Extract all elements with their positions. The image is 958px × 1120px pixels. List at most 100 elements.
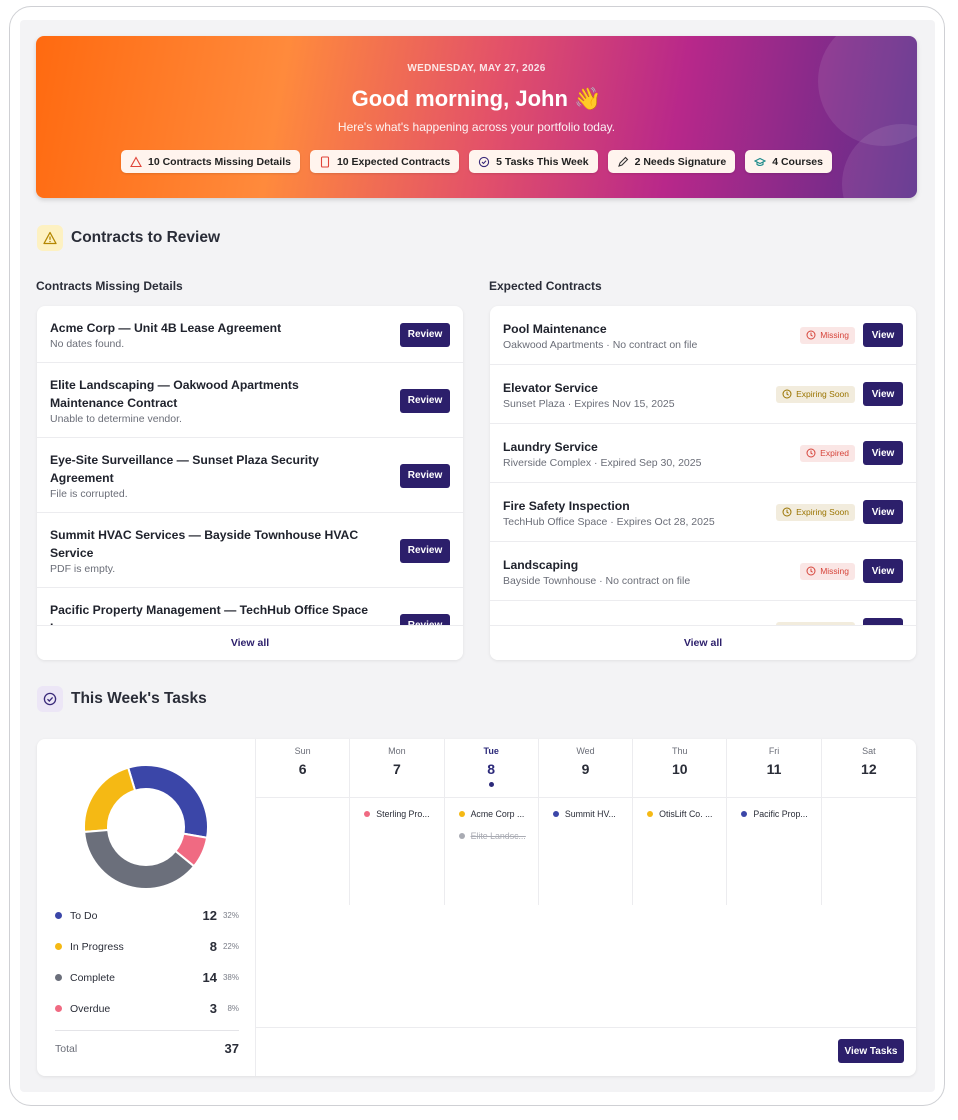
- contract-note: File is corrupted.: [50, 488, 128, 500]
- day-date: 9: [581, 761, 590, 777]
- expected-detail: Bayside Townhouse · No contract on file: [503, 574, 691, 587]
- status-badge: Missing: [800, 326, 855, 344]
- icon: [43, 231, 57, 245]
- contract-row: Summit HVAC Services — Bayside Townhouse…: [37, 513, 463, 588]
- expected-info: Laundry Service Riverside Complex · Expir…: [503, 438, 800, 469]
- pill-icon: [754, 157, 767, 166]
- icon: [43, 692, 57, 706]
- day-name: Mon: [388, 746, 406, 756]
- task-item[interactable]: OtisLift Co. ...: [647, 809, 712, 819]
- legend-dot: [55, 974, 62, 981]
- expected-info: Pool Maintenance Oakwood Apartments · No …: [503, 320, 800, 351]
- expected-info: Landscaping Bayside Townhouse · No contra…: [503, 556, 800, 587]
- contract-row: Eye-Site Surveillance — Sunset Plaza Sec…: [37, 438, 463, 513]
- task-text: Acme Corp ...: [470, 809, 525, 819]
- day-column: Sun 6: [256, 739, 351, 905]
- view-button[interactable]: View: [863, 382, 903, 406]
- legend-dot: [55, 912, 62, 919]
- task-item[interactable]: Acme Corp ...: [458, 809, 525, 819]
- expected-detail: Sunset Plaza · Expires Nov 15, 2025: [503, 397, 675, 410]
- donut-segment: [126, 764, 209, 839]
- status-icon: [782, 507, 792, 517]
- expected-detail: TechHub Office Space · Expires Oct 28, 2…: [503, 515, 715, 528]
- summary-pills: 10 Contracts Missing Details 10 Expected …: [36, 150, 917, 173]
- expected-name: Pest Control: [503, 621, 776, 626]
- expected-info: Pest Control: [503, 621, 776, 626]
- day-date: 11: [766, 761, 782, 777]
- pill-text: 5 Tasks This Week: [496, 155, 589, 168]
- legend-percent: 8%: [227, 1004, 239, 1013]
- view-tasks-button[interactable]: View Tasks: [838, 1039, 904, 1063]
- task-dot: [741, 811, 748, 817]
- expected-row: Fire Safety Inspection TechHub Office Spa…: [490, 483, 916, 542]
- status-icon: [806, 448, 816, 458]
- expected-name: Pool Maintenance: [503, 321, 607, 336]
- status-badge: Expiring Soon: [776, 385, 855, 403]
- contract-note: PDF is empty.: [50, 563, 116, 575]
- day-date: 7: [393, 761, 401, 777]
- day-column: Tue 8 Acme Corp ... Elite Landsc...: [445, 739, 539, 905]
- expected-card: Pool Maintenance Oakwood Apartments · No …: [490, 306, 916, 660]
- expected-row: Landscaping Bayside Townhouse · No contra…: [490, 542, 916, 601]
- week-calendar: Sun 6 Mon 7 Sterling Pro... Tue 8 Acme Corp ...…: [256, 739, 916, 1027]
- task-dot: [458, 811, 465, 817]
- pill-icon: [479, 156, 490, 167]
- legend-row: Complete 14 38%: [55, 970, 239, 985]
- contract-note: Unable to determine vendor.: [50, 413, 182, 425]
- donut-chart: [83, 764, 209, 890]
- missing-list: Acme Corp — Unit 4B Lease Agreement No da…: [37, 306, 463, 626]
- review-button[interactable]: Review: [400, 538, 450, 563]
- view-button[interactable]: View: [863, 441, 903, 465]
- view-button[interactable]: View: [863, 500, 903, 524]
- pill-text: 4 Courses: [772, 155, 823, 168]
- contract-info: Summit HVAC Services — Bayside Townhouse…: [50, 526, 400, 575]
- task-item[interactable]: Sterling Pro...: [364, 809, 430, 819]
- summary-pill: 10 Expected Contracts: [309, 150, 460, 173]
- review-button[interactable]: Review: [400, 388, 450, 413]
- status-icon: [806, 330, 816, 340]
- contract-name: Eye-Site Surveillance — Sunset Plaza Sec…: [50, 453, 319, 485]
- summary-pill: 2 Needs Signature: [607, 150, 736, 173]
- task-dot: [647, 811, 654, 817]
- expected-name: Elevator Service: [503, 380, 598, 395]
- total-label: Total: [55, 1042, 78, 1055]
- review-button[interactable]: Review: [400, 463, 450, 488]
- day-date: 8: [487, 761, 496, 777]
- section-title: Contracts to Review: [71, 229, 221, 246]
- date: WEDNESDAY, MAY 27, 2026: [407, 63, 546, 74]
- hero-banner: WEDNESDAY, MAY 27, 2026 Good morning, Jo…: [36, 36, 917, 198]
- tasks-icon: [37, 686, 63, 712]
- legend-value: 8: [209, 939, 217, 954]
- status-icon: [806, 566, 816, 576]
- task-item[interactable]: Elite Landsc...: [458, 831, 526, 841]
- day-column: Fri 11 Pacific Prop...: [727, 739, 822, 905]
- review-button[interactable]: Review: [400, 613, 450, 626]
- donut-segment: [174, 832, 209, 868]
- legend-value: 3: [209, 1001, 217, 1016]
- warning-icon: [37, 225, 63, 251]
- view-button[interactable]: View: [863, 323, 903, 347]
- expected-name: Landscaping: [503, 557, 579, 572]
- contract-row: Pacific Property Management — TechHub Of…: [37, 588, 463, 626]
- expected-name: Fire Safety Inspection: [503, 498, 630, 513]
- expected-info: Fire Safety Inspection TechHub Office Spa…: [503, 497, 776, 528]
- pill-icon: [130, 155, 142, 167]
- task-item[interactable]: Summit HV...: [552, 809, 616, 819]
- view-all-link[interactable]: View all: [490, 625, 916, 660]
- view-button[interactable]: View: [863, 559, 903, 583]
- review-button[interactable]: Review: [400, 322, 450, 347]
- summary-pill: 4 Courses: [745, 150, 832, 173]
- view-all-link[interactable]: View all: [37, 625, 463, 660]
- legend-dot: [55, 943, 62, 950]
- contract-row: Acme Corp — Unit 4B Lease Agreement No da…: [37, 306, 463, 363]
- total-row: Total 37: [55, 1041, 239, 1056]
- task-item[interactable]: Pacific Prop...: [741, 809, 808, 819]
- summary-pill: 10 Contracts Missing Details: [120, 150, 300, 173]
- donut-segment: [83, 828, 196, 890]
- pill-icon: [320, 155, 330, 168]
- contract-info: Eye-Site Surveillance — Sunset Plaza Sec…: [50, 451, 400, 500]
- task-text: OtisLift Co. ...: [659, 809, 713, 819]
- status-icon: [782, 389, 792, 399]
- legend-row: Overdue 3 8%: [55, 1001, 239, 1016]
- pill-text: 10 Expected Contracts: [336, 155, 451, 168]
